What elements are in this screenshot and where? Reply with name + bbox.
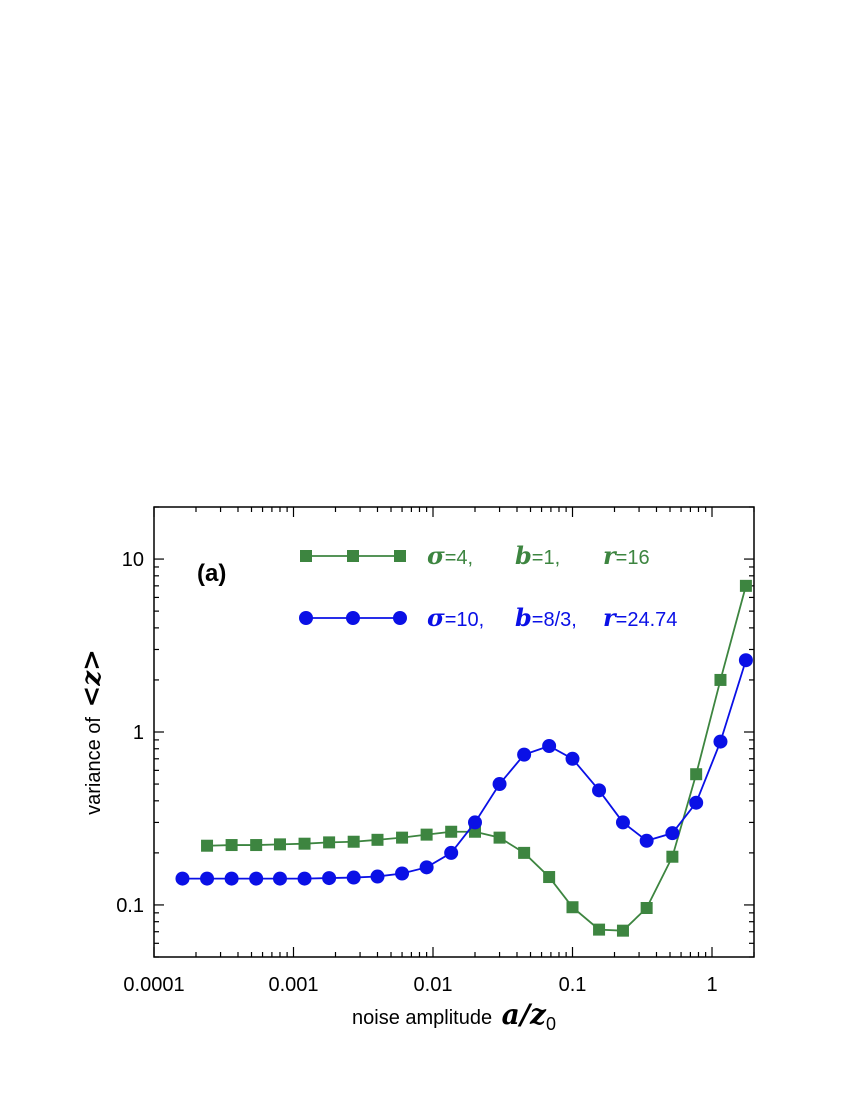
legend-marker xyxy=(394,550,406,562)
series-1-point xyxy=(593,923,606,936)
legend: σ=4, b=1, r=16 σ=10, b=8/3, r=24.74 xyxy=(299,541,677,632)
series-2-point xyxy=(444,845,459,860)
series-1-point xyxy=(690,768,703,781)
series-2-point xyxy=(713,734,728,749)
y-tick-label: 0.1 xyxy=(116,895,144,917)
series-1-point xyxy=(420,828,433,841)
series-2-point xyxy=(492,777,507,792)
series-1-point xyxy=(298,837,311,850)
series-2-point xyxy=(467,815,482,830)
series-layer xyxy=(175,579,753,937)
series-2-line xyxy=(182,659,747,880)
series-1-point xyxy=(225,839,238,852)
series-2-point xyxy=(297,871,312,886)
legend-marker xyxy=(300,550,312,562)
series-1-point xyxy=(566,901,579,914)
series-2-point xyxy=(175,871,190,886)
series-1-point xyxy=(201,839,214,852)
legend-label-series-2: σ=10, b=8/3, r=24.74 xyxy=(427,603,677,632)
series-1-point xyxy=(250,839,263,852)
series-2-point xyxy=(249,871,264,886)
series-2-point xyxy=(542,738,557,753)
legend-marker-series-1 xyxy=(300,550,406,562)
legend-marker xyxy=(299,611,313,625)
series-1-point xyxy=(518,846,531,859)
series-2-point xyxy=(370,869,385,884)
series-2-point xyxy=(615,815,630,830)
series-1 xyxy=(201,579,752,937)
series-1-point xyxy=(347,835,360,848)
x-axis-label: noise amplitude a/z0 xyxy=(352,998,556,1034)
legend-marker xyxy=(347,550,359,562)
series-2-point xyxy=(419,860,434,875)
series-2-point xyxy=(665,826,680,841)
series-1-point xyxy=(666,850,679,863)
series-1-point xyxy=(493,831,506,844)
series-1-point xyxy=(445,825,458,838)
x-tick-label: 0.0001 xyxy=(123,974,184,996)
series-2-point xyxy=(738,653,753,668)
tick-marks xyxy=(153,506,755,958)
series-2-point xyxy=(224,871,239,886)
x-tick-label: 0.01 xyxy=(414,974,453,996)
legend-marker xyxy=(393,611,407,625)
y-tick-label: 10 xyxy=(122,549,144,571)
series-2-point xyxy=(565,751,580,766)
series-2-point xyxy=(689,795,704,810)
series-1-point xyxy=(640,902,653,915)
series-1-point xyxy=(616,924,629,937)
y-tick-label: 1 xyxy=(133,722,144,744)
series-2 xyxy=(175,653,753,886)
legend-label-series-1: σ=4, b=1, r=16 xyxy=(427,541,650,570)
series-2-point xyxy=(517,747,532,762)
series-1-point xyxy=(396,831,409,844)
series-2-point xyxy=(639,833,654,848)
y-axis-label: variance of <z> xyxy=(77,649,107,815)
panel-label: (a) xyxy=(197,560,226,587)
series-2-point xyxy=(322,871,337,886)
plot-frame xyxy=(153,506,755,958)
series-2-point xyxy=(592,783,607,798)
series-1-point xyxy=(739,579,752,592)
legend-marker xyxy=(346,611,360,625)
series-1-point xyxy=(714,673,727,686)
x-tick-label: 0.1 xyxy=(559,974,587,996)
series-2-point xyxy=(395,866,410,881)
series-2-point xyxy=(200,871,215,886)
series-2-point xyxy=(272,871,287,886)
series-1-point xyxy=(543,871,556,884)
x-tick-label: 0.001 xyxy=(268,974,318,996)
series-2-point xyxy=(346,870,361,885)
series-1-point xyxy=(323,836,336,849)
x-tick-label: 1 xyxy=(706,974,717,996)
legend-marker-series-2 xyxy=(299,611,407,625)
series-1-point xyxy=(371,833,384,846)
series-1-point xyxy=(273,838,286,851)
